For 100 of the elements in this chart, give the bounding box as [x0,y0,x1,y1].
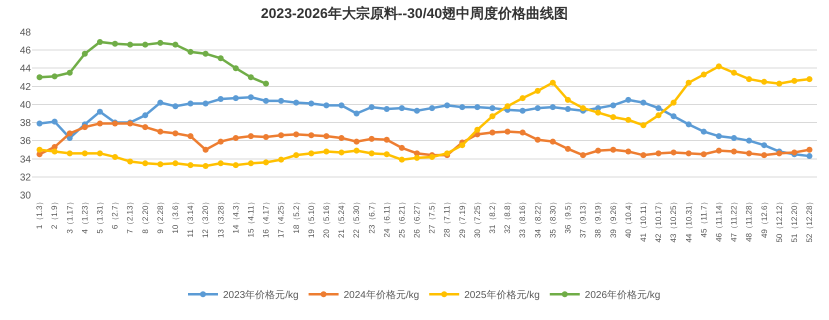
point [218,96,224,102]
x-tick-label: 7（2.13） [126,198,135,234]
point [429,105,436,112]
x-tick-label: 21（5.24） [337,198,346,238]
point [354,138,360,145]
point [564,106,571,112]
x-tick-label: 5（1.31） [96,198,105,234]
point [52,118,58,125]
point [398,156,405,163]
point [202,146,209,153]
point [595,148,602,154]
point [354,148,360,154]
x-tick-label: 33（8.16） [518,198,528,238]
legend-label: 2025年价格元/kg [464,289,540,302]
point [157,161,164,168]
point [761,78,768,85]
point [791,78,798,84]
x-tick-label: 22（5.30） [352,198,362,238]
point [172,130,178,136]
x-tick-label: 14（4.3） [231,198,240,234]
x-tick-label: 19（5.10） [306,198,316,238]
point [368,136,375,142]
point [610,114,616,120]
y-tick-label: 36 [20,136,32,148]
point [293,100,300,106]
point [278,156,284,163]
x-tick-label: 32（8.8） [503,198,512,234]
point [323,133,330,140]
point [776,80,782,87]
point [580,152,586,158]
x-tick-label: 47（11.22） [730,198,739,242]
x-tick-label: 20（5.16） [322,198,331,238]
legend-label: 2024年价格元/kg [344,289,420,302]
point [730,70,737,76]
point [262,80,269,87]
point [610,146,616,153]
point [716,63,722,70]
point [655,105,662,112]
x-tick-label: 43（10.25） [669,198,678,243]
point [248,74,254,80]
point [36,120,43,126]
point [700,128,707,135]
point [444,102,450,108]
point [323,102,330,108]
point [157,128,164,135]
point [142,124,148,130]
point [640,122,646,128]
point [248,160,254,166]
point [248,133,254,140]
point [338,134,344,141]
x-tick-label: 26（6.27） [412,198,422,238]
point [655,150,662,156]
x-tick-label: 12（3.20） [201,198,210,238]
point [293,131,300,138]
point [278,132,284,138]
x-tick-label: 52（12.28） [805,198,814,243]
point [489,105,496,112]
x-tick-label: 16（4.17） [262,198,271,238]
point [670,113,677,120]
point [398,105,405,112]
point [293,152,300,158]
point [96,150,103,156]
point [142,112,148,118]
point [580,105,586,112]
point [686,150,692,156]
point [172,103,178,110]
point [202,100,209,107]
point [640,100,646,106]
point [248,94,254,100]
point [323,148,330,155]
point [534,105,541,112]
point [534,136,541,143]
point [489,130,496,136]
point [489,113,496,120]
point [202,50,209,57]
point [127,42,134,48]
x-tick-label: 40（10.4） [624,198,633,238]
point [112,154,118,160]
point [520,95,526,102]
point [730,148,737,155]
x-tick-label: 10（3.6） [171,198,180,234]
point [36,74,43,80]
point [96,38,103,45]
point [202,163,209,170]
point [459,142,466,148]
point [82,50,88,57]
point [172,160,178,166]
x-tick-label: 15（4.11） [246,198,256,238]
x-tick-label: 48（11.28） [744,198,754,242]
point [308,150,314,156]
x-tick-label: 45（11.7） [699,198,708,238]
chart-title: 2023-2026年大宗原料--30/40翅中周度价格曲线图 [260,4,568,21]
point [670,100,677,106]
point [127,158,134,164]
point [746,76,752,82]
point [218,138,224,145]
point [564,96,571,103]
point [520,130,526,136]
point [414,108,420,114]
point [278,98,284,104]
